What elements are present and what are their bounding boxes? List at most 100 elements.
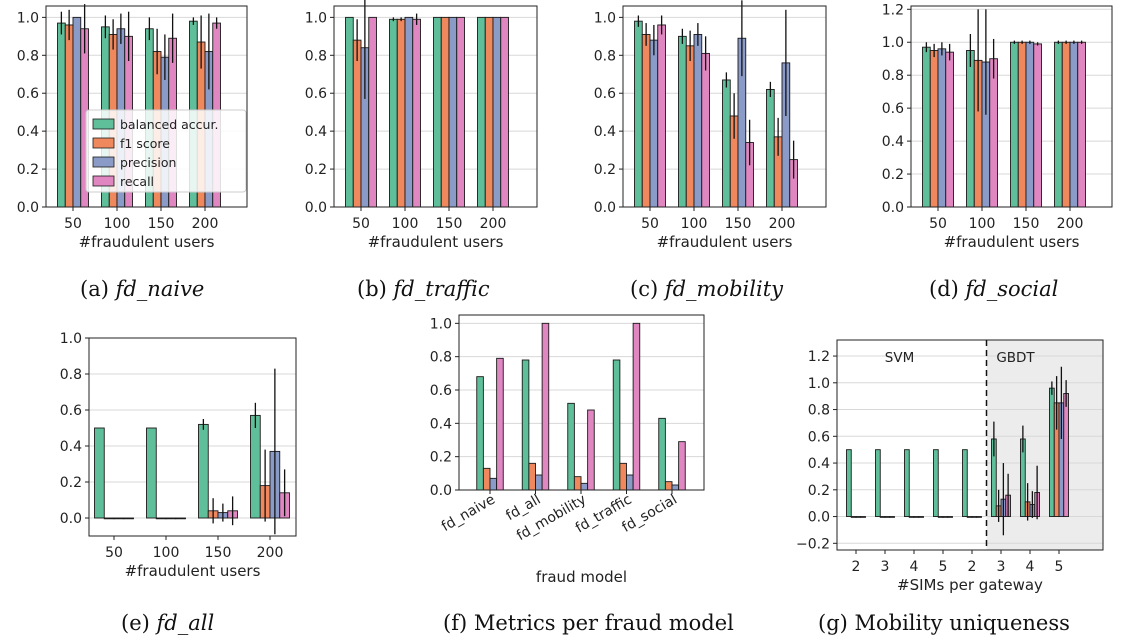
bar-precision (113, 517, 125, 520)
y-tick-label: 0.4 (594, 124, 616, 140)
bar-recall (587, 409, 595, 491)
x-tick-label: 4 (1026, 559, 1035, 575)
bar-balanced-accur- (678, 35, 687, 208)
bar-f1-score (352, 39, 362, 208)
chart-f: 0.00.20.40.60.81.0fd_naive fd_allfd_mobil… (430, 314, 734, 635)
bar-balanced-accur- (922, 46, 931, 208)
bar-f1-score (482, 467, 491, 491)
y-tick-label: 0.2 (882, 167, 904, 183)
y-tick-label: 0.0 (60, 511, 82, 527)
caption-prefix: (d) (929, 277, 966, 301)
bar-balanced-accur- (476, 376, 484, 491)
bar-balanced-accur- (94, 427, 105, 519)
x-tick-label: 200 (480, 216, 507, 232)
caption-prefix: (c) (630, 277, 665, 301)
bar-precision (937, 48, 947, 208)
region-label-gbdt: GBDT (996, 350, 1035, 366)
y-tick-label: 1.0 (430, 316, 452, 332)
bar-balanced-accur- (57, 22, 66, 208)
y-tick-label: 0.6 (808, 429, 830, 445)
x-tick-label: 100 (153, 545, 180, 561)
bar-balanced-accur- (846, 449, 852, 518)
bar-f1-score (64, 24, 74, 208)
bar-precision (448, 16, 458, 208)
bar-recall (1077, 41, 1086, 208)
bar-recall (456, 16, 465, 208)
bar-f1-score (685, 45, 695, 208)
y-tick-label: 0.2 (808, 483, 830, 499)
y-tick-label: 0.4 (60, 439, 82, 455)
bar-balanced-accur- (875, 449, 881, 518)
bar-f1-score (937, 516, 944, 518)
chart-g: −0.2 0.0 0.2 0.4 0.6 0.8 1.0 1.2 2 3 4 5 2 3 4 5 SVM GBDT… (796, 339, 1104, 635)
legend-swatch (92, 156, 115, 168)
bar-recall (123, 517, 134, 520)
x-tick-label: 50 (929, 216, 947, 232)
y-tick-label: 0.4 (17, 124, 39, 140)
bar-balanced-accur- (250, 414, 261, 519)
y-tick-label: 0.0 (17, 200, 39, 216)
axes-frame (458, 314, 705, 491)
bar-f1-score (641, 33, 651, 208)
y-tick-label: 0.8 (305, 48, 327, 64)
bar-precision (1069, 41, 1079, 208)
y-tick-label: 0.2 (430, 450, 452, 466)
x-tick-label: 4 (910, 559, 919, 575)
y-tick-label: 0.6 (430, 383, 452, 399)
bar-f1-score (879, 516, 886, 518)
caption-model-name: fd_traffic (392, 277, 490, 301)
bar-balanced-accur- (766, 88, 775, 208)
y-tick-label: 0.6 (305, 86, 327, 102)
x-tick-label: 100 (681, 216, 708, 232)
bar-recall (175, 517, 186, 520)
region-label-svm: SVM (885, 350, 914, 366)
bar-precision (626, 474, 634, 491)
x-axis-label: #fraudulent users (125, 562, 261, 580)
chart-c: 0.0 0.2 0.4 0.6 0.8 1.0 50 100 150 200#fraudulent… (594, 0, 827, 301)
bar-f1-score (1017, 41, 1027, 208)
y-tick-label: −0.2 (796, 536, 830, 552)
x-tick-label: 200 (1057, 216, 1084, 232)
bar-recall (657, 24, 666, 208)
chart-d: 0.0 0.2 0.4 0.6 0.8 1.0 1.2 50 100 150 200#fraudul… (882, 2, 1113, 301)
legend-label: recall (120, 174, 154, 189)
y-tick-label: 0.4 (430, 416, 452, 432)
y-tick-label: 1.2 (808, 349, 830, 365)
bar-precision (671, 484, 680, 491)
caption-prefix: (e) (121, 611, 157, 635)
y-tick-label: 0.8 (430, 350, 452, 366)
bar-f1-score (619, 462, 627, 491)
legend: balanced accur. f1 score precision recall (85, 109, 247, 193)
bar-precision (913, 516, 920, 518)
bar-recall (1033, 43, 1042, 208)
y-tick-label: 1.0 (60, 331, 82, 347)
bar-f1-score (396, 18, 406, 208)
y-tick-label: 0.8 (17, 48, 39, 64)
bar-recall (678, 441, 686, 491)
axes-frame (910, 5, 1113, 208)
bar-recall (918, 516, 924, 518)
y-tick-label: 1.0 (594, 10, 616, 26)
subfigure-caption: (e) fd_all (121, 611, 214, 635)
caption-model-name: fd_social (964, 277, 1059, 301)
bar-balanced-accur- (477, 16, 486, 208)
x-tick-label: 200 (769, 216, 796, 232)
bar-precision (855, 516, 862, 518)
axes-frame (333, 5, 538, 208)
x-tick-label: 150 (436, 216, 463, 232)
y-tick-label: 0.6 (594, 86, 616, 102)
y-tick-label: 0.8 (882, 68, 904, 84)
caption-prefix: (b) (357, 277, 394, 301)
y-tick-label: 1.0 (305, 10, 327, 26)
bar-precision (535, 474, 543, 491)
x-axis-label: #fraudulent users (657, 233, 793, 251)
bar-f1-score (103, 517, 115, 520)
y-tick-label: 1.2 (882, 2, 904, 18)
x-tick-label: 150 (148, 216, 175, 232)
bar-balanced-accur- (146, 427, 157, 519)
x-axis-label: #fraudulent users (944, 233, 1080, 251)
x-axis-label: fraud model (536, 568, 627, 586)
chart-b: 0.0 0.2 0.4 0.6 0.8 1.0 50 100 150 200#fraudulent… (305, 0, 538, 301)
subfigure-caption: (a) fd_naive (80, 277, 204, 301)
bar-precision (72, 16, 82, 208)
